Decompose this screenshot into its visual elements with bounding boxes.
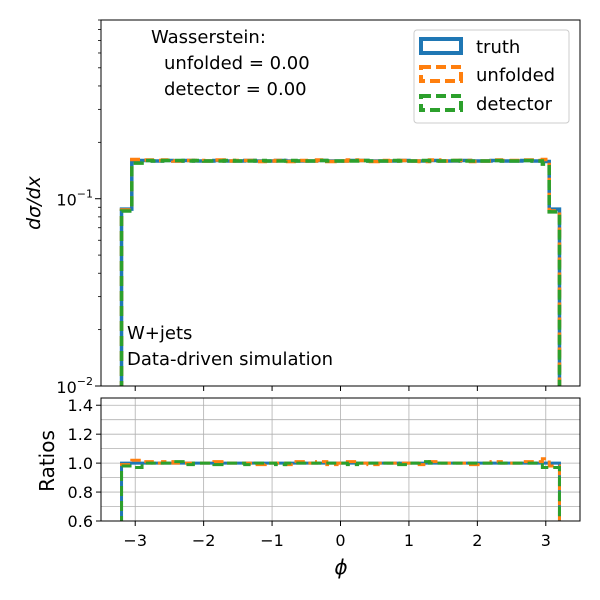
ratio-xtick-group: −3 −2 −1 0 1 2 3 bbox=[123, 521, 551, 550]
legend-swatch-unfolded bbox=[419, 65, 463, 83]
ratio-series-detector bbox=[120, 460, 561, 521]
process-label: W+jets bbox=[127, 323, 192, 344]
legend-label-detector: detector bbox=[476, 94, 553, 115]
main-ytick-label: 10−2 bbox=[56, 375, 93, 397]
ratio-xtick-label: 0 bbox=[335, 531, 345, 550]
ratio-ytick-label: 1.0 bbox=[68, 454, 93, 473]
ratio-ytick-label: 0.6 bbox=[68, 512, 93, 531]
ratio-ytick-label: 0.8 bbox=[68, 483, 93, 502]
legend-swatch-detector bbox=[419, 94, 463, 112]
legend-swatch-truth bbox=[419, 37, 463, 55]
main-series-group bbox=[119, 157, 562, 386]
wasserstein-detector: detector = 0.00 bbox=[164, 79, 307, 100]
wasserstein-title: Wasserstein: bbox=[151, 27, 266, 48]
main-ytick-group: 10−1 10−2 bbox=[56, 19, 101, 397]
ratio-series-group bbox=[120, 457, 561, 521]
ratio-xtick-label: 2 bbox=[472, 531, 482, 550]
ratio-ytick-group: 0.6 0.8 1.0 1.2 1.4 bbox=[68, 396, 101, 531]
ratio-ytick-label: 1.2 bbox=[68, 425, 93, 444]
legend-label-truth: truth bbox=[476, 37, 520, 58]
ratio-xtick-label: 3 bbox=[541, 531, 551, 550]
main-ytick-label: 10−1 bbox=[56, 188, 93, 210]
process-annotation: W+jets Data-driven simulation bbox=[127, 323, 333, 370]
ratio-xtick-label: −1 bbox=[260, 531, 284, 550]
simulation-label: Data-driven simulation bbox=[127, 349, 333, 370]
main-series-detector bbox=[119, 158, 562, 386]
ratio-xtick-label: −3 bbox=[123, 531, 147, 550]
legend-label-unfolded: unfolded bbox=[476, 65, 555, 86]
main-xtick-group bbox=[134, 386, 547, 391]
legend: truth unfolded detector bbox=[413, 29, 570, 124]
ratio-xtick-label: 1 bbox=[404, 531, 414, 550]
ratio-ytick-label: 1.4 bbox=[68, 396, 93, 415]
ratio-ylabel: Ratios bbox=[35, 430, 59, 492]
ratio-xtick-label: −2 bbox=[192, 531, 216, 550]
main-panel: 10−1 10−2 dσ/dx Wasserstein: unfolded = 0… bbox=[23, 19, 581, 397]
wasserstein-annotation: Wasserstein: unfolded = 0.00 detector = … bbox=[151, 27, 310, 100]
main-ylabel: dσ/dx bbox=[23, 175, 45, 230]
ratio-panel: −3 −2 −1 0 1 2 3 0.6 0.8 1.0 1.2 1.4 Ratios ϕ bbox=[35, 396, 581, 579]
ratio-xlabel: ϕ bbox=[334, 555, 347, 579]
wasserstein-unfolded: unfolded = 0.00 bbox=[164, 53, 310, 74]
